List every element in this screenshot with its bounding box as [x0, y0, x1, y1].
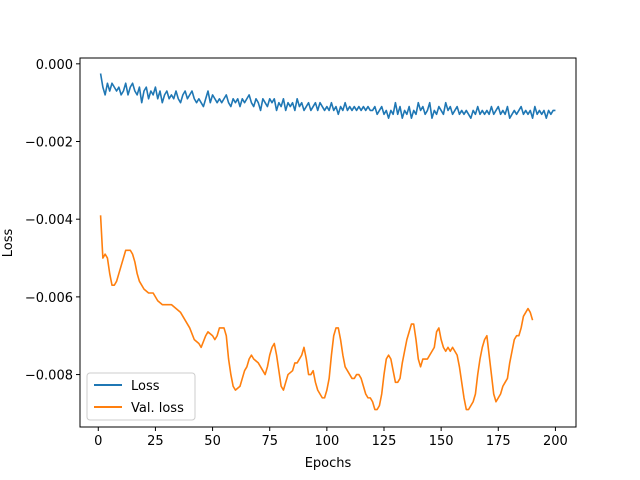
x-tick-label: 200 [543, 434, 568, 449]
y-axis-label: Loss [1, 229, 16, 258]
series-line-loss [99, 73, 556, 120]
series-line-val-loss [99, 215, 534, 411]
x-tick-label: 25 [147, 434, 164, 449]
x-tick-label: 175 [486, 434, 511, 449]
y-tick-label: −0.004 [25, 213, 73, 228]
x-tick-label: 150 [429, 434, 454, 449]
x-axis-label: Epochs [305, 456, 352, 471]
series-layer [99, 73, 556, 411]
x-tick-label: 125 [372, 434, 397, 449]
x-axis: 0 25 50 75 100 125 150 175 200 [94, 427, 568, 449]
plot-frame [79, 57, 577, 428]
y-tick-label: −0.006 [25, 291, 73, 306]
y-tick-label: 0.000 [36, 58, 73, 73]
x-tick-label: 50 [204, 434, 221, 449]
x-tick-label: 100 [314, 434, 339, 449]
x-tick-label: 0 [94, 434, 102, 449]
legend-label-val-loss: Val. loss [131, 401, 184, 416]
y-axis: 0.000 −0.002 −0.004 −0.006 −0.008 [25, 58, 80, 384]
x-tick-label: 75 [261, 434, 278, 449]
y-tick-label: −0.008 [25, 369, 73, 384]
y-tick-label: −0.002 [25, 136, 73, 151]
legend: Loss Val. loss [86, 372, 196, 421]
legend-label-loss: Loss [131, 379, 160, 394]
